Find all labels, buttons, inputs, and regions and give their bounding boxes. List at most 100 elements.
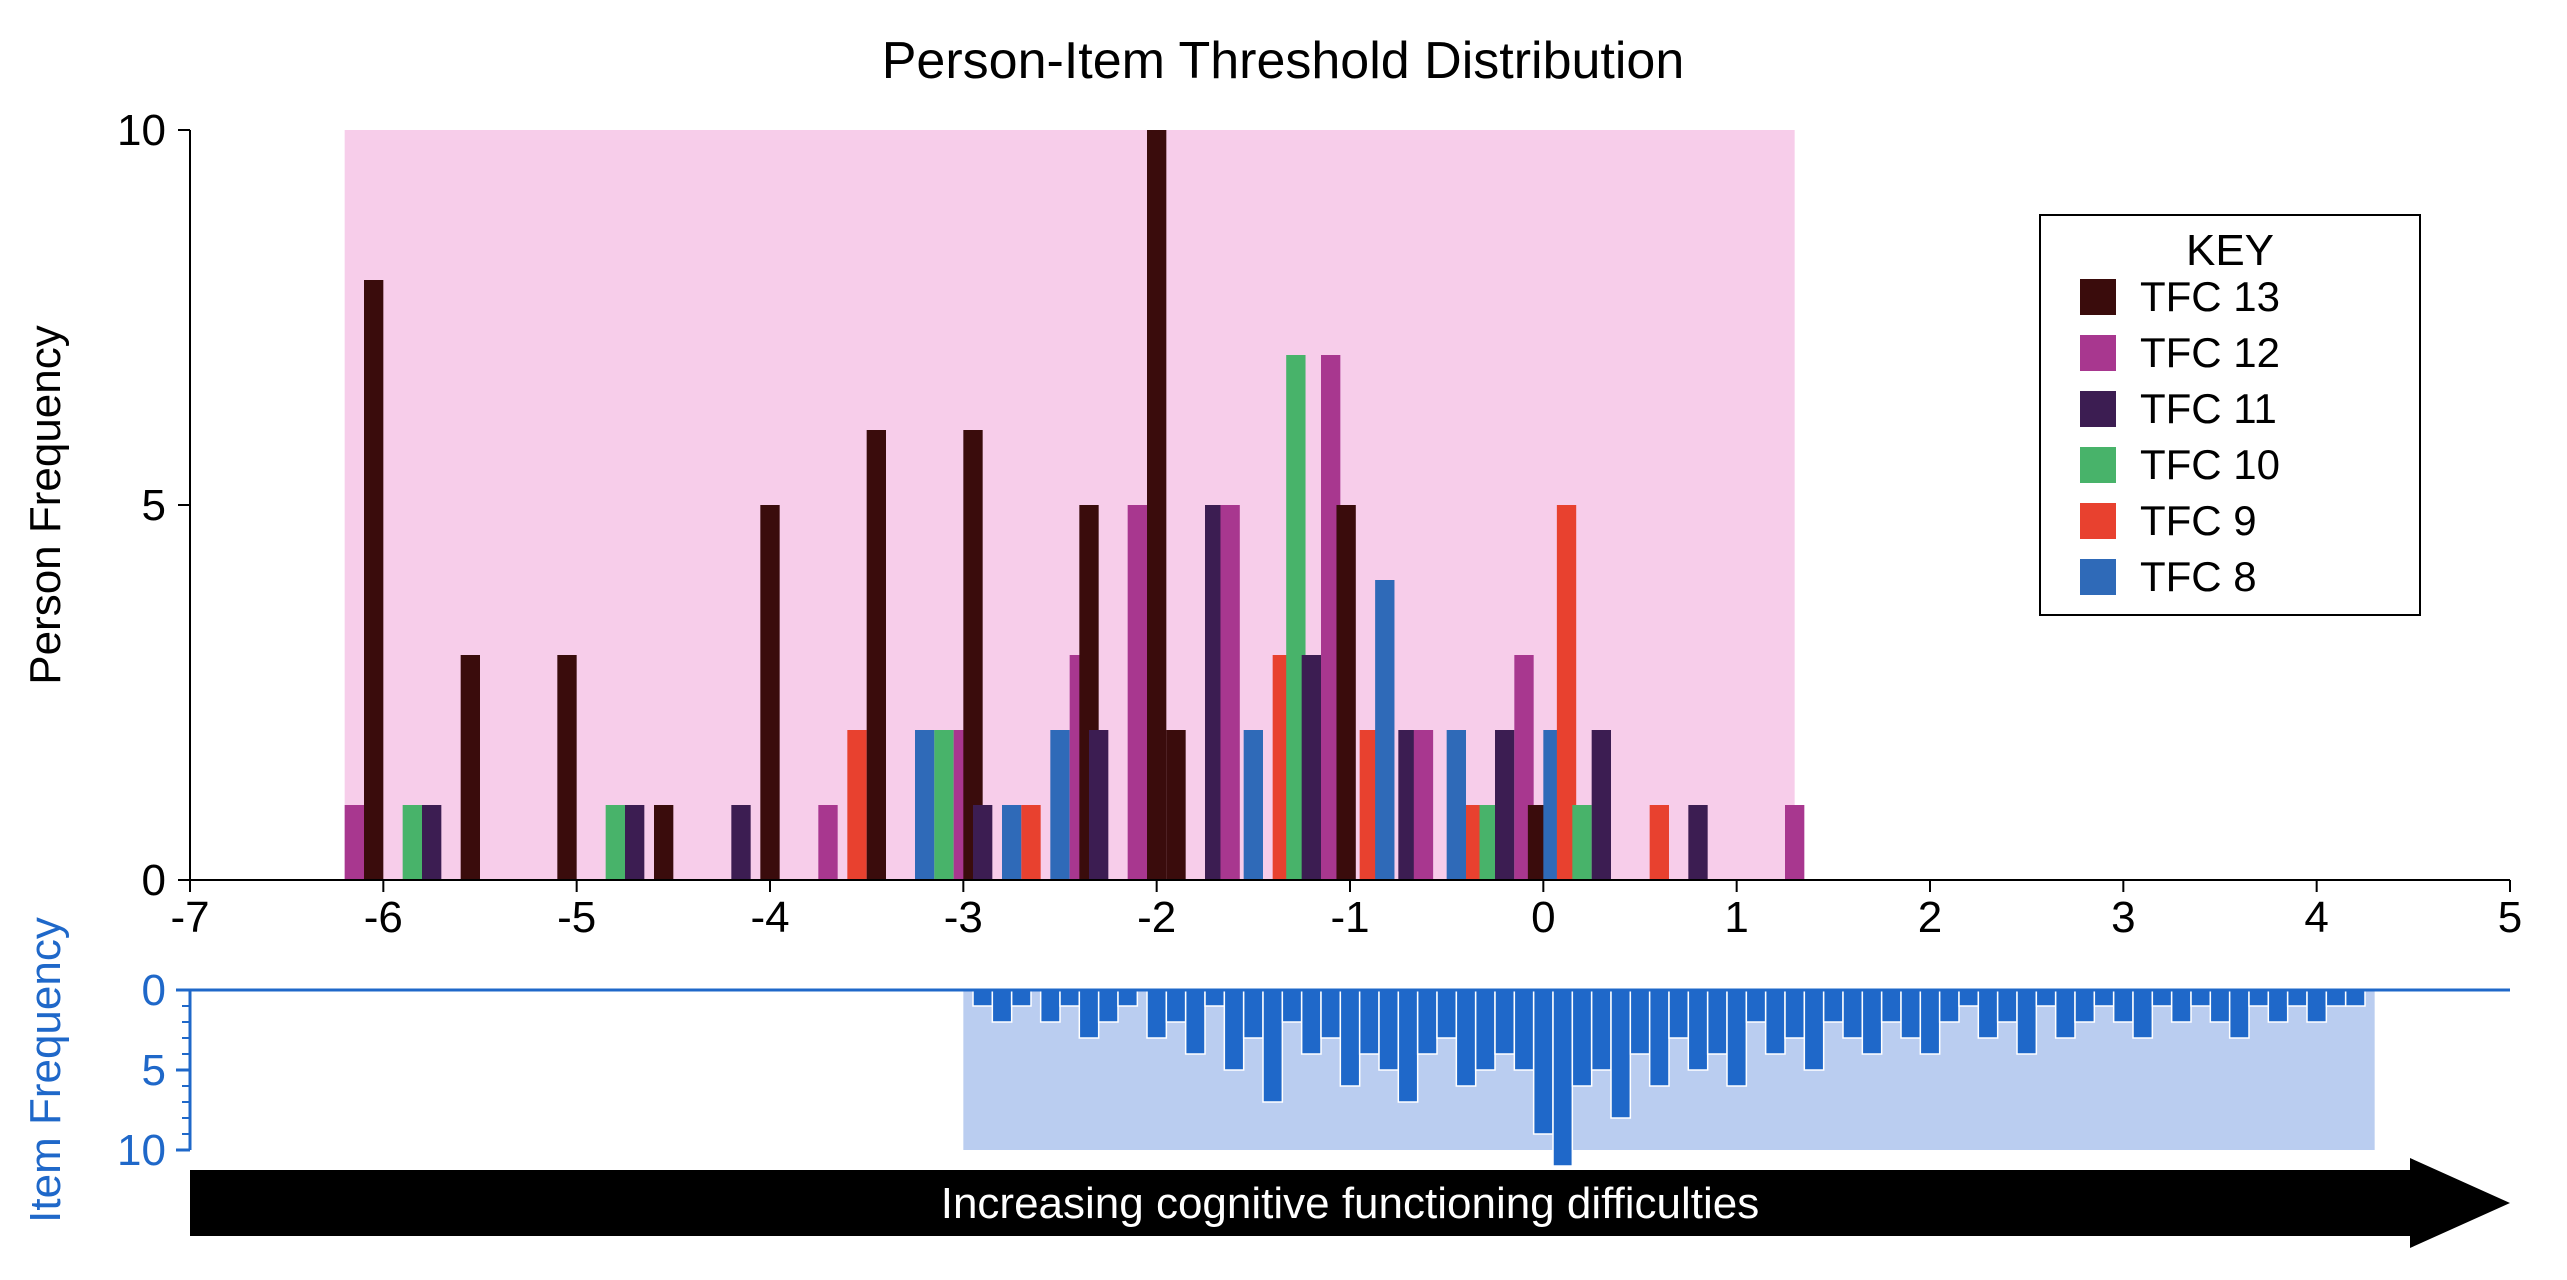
item-bar [1959, 990, 1978, 1006]
person-bar [1128, 505, 1147, 880]
item-bar [1534, 990, 1553, 1134]
person-bar [731, 805, 750, 880]
legend-swatch [2080, 447, 2116, 483]
item-bar [1650, 990, 1669, 1086]
xtick-label: 3 [2111, 893, 2135, 942]
item-bar [1118, 990, 1137, 1006]
person-bar [818, 805, 837, 880]
item-bar [1476, 990, 1495, 1070]
xtick-label: 0 [1531, 893, 1555, 942]
xtick-label: -1 [1330, 893, 1369, 942]
item-bar [2056, 990, 2075, 1038]
item-bar [1360, 990, 1379, 1054]
person-bar [364, 280, 383, 880]
item-bar [1611, 990, 1630, 1118]
item-bar [1186, 990, 1205, 1054]
item-bar [1166, 990, 1185, 1022]
person-bar [1021, 805, 1040, 880]
person-bar [461, 655, 480, 880]
item-frequency-label: Item Frequency [21, 917, 70, 1223]
item-bar [2075, 990, 2094, 1022]
xtick-label: -6 [364, 893, 403, 942]
legend-title: KEY [2186, 226, 2274, 275]
ytick-label: 10 [117, 106, 166, 155]
item-ytick-label: 10 [117, 1126, 166, 1175]
item-bar [1041, 990, 1060, 1022]
legend-label: TFC 8 [2140, 553, 2257, 600]
chart-svg: Person-Item Threshold Distribution 0510-… [0, 0, 2567, 1280]
item-bar [1553, 990, 1572, 1166]
person-bar [422, 805, 441, 880]
person-bar [1336, 505, 1355, 880]
item-bar [2230, 990, 2249, 1038]
xtick-label: -4 [750, 893, 789, 942]
item-bar [992, 990, 1011, 1022]
item-bar [1572, 990, 1591, 1086]
person-bar [1244, 730, 1263, 880]
item-bar [1862, 990, 1881, 1054]
item-bar [2307, 990, 2326, 1022]
item-bar [2172, 990, 2191, 1022]
item-bar [1282, 990, 1301, 1022]
item-ytick-label: 0 [142, 966, 166, 1015]
person-bar [1650, 805, 1669, 880]
person-bar [867, 430, 886, 880]
legend-swatch [2080, 503, 2116, 539]
item-bar [1669, 990, 1688, 1038]
item-bar [1456, 990, 1475, 1086]
person-bar [403, 805, 422, 880]
xtick-label: -5 [557, 893, 596, 942]
xtick-label: -2 [1137, 893, 1176, 942]
person-bar [654, 805, 673, 880]
person-bar [760, 505, 779, 880]
item-bar [2017, 990, 2036, 1054]
person-bar [557, 655, 576, 880]
item-bar [1224, 990, 1243, 1070]
xtick-label: 2 [1918, 893, 1942, 942]
item-bar [1079, 990, 1098, 1038]
person-bar [1785, 805, 1804, 880]
item-bar [2288, 990, 2307, 1006]
item-bar [1099, 990, 1118, 1022]
item-bar [1244, 990, 1263, 1038]
item-bar [2152, 990, 2171, 1006]
item-ytick-label: 5 [142, 1046, 166, 1095]
item-bar [1843, 990, 1862, 1038]
item-bar [2346, 990, 2365, 1006]
item-bar [1340, 990, 1359, 1086]
xtick-label: 1 [1724, 893, 1748, 942]
item-bar [2249, 990, 2268, 1006]
legend-swatch [2080, 335, 2116, 371]
item-bar [1321, 990, 1340, 1038]
item-bar [1785, 990, 1804, 1038]
item-bar [973, 990, 992, 1006]
legend-label: TFC 11 [2140, 385, 2277, 432]
person-bar [1375, 580, 1394, 880]
item-bar [1012, 990, 1031, 1006]
person-bar [1592, 730, 1611, 880]
person-bar [1002, 805, 1021, 880]
person-bar [1572, 805, 1591, 880]
item-bar [1940, 990, 1959, 1022]
item-bar [2191, 990, 2210, 1006]
item-bar [1630, 990, 1649, 1054]
person-bar [345, 805, 364, 880]
legend-swatch [2080, 279, 2116, 315]
person-bar [973, 805, 992, 880]
chart-title: Person-Item Threshold Distribution [882, 32, 1685, 90]
item-bar [1804, 990, 1823, 1070]
item-bar [1398, 990, 1417, 1102]
item-bar [2326, 990, 2345, 1006]
item-bar [1746, 990, 1765, 1022]
xtick-label: -3 [944, 893, 983, 942]
person-bar [1089, 730, 1108, 880]
item-bar [1882, 990, 1901, 1022]
item-bar [1437, 990, 1456, 1038]
legend-label: TFC 13 [2140, 273, 2280, 320]
person-bar [1302, 655, 1321, 880]
legend-label: TFC 9 [2140, 497, 2257, 544]
item-bar [1263, 990, 1282, 1102]
legend-swatch [2080, 391, 2116, 427]
item-bar [1688, 990, 1707, 1070]
item-bar [2094, 990, 2113, 1006]
